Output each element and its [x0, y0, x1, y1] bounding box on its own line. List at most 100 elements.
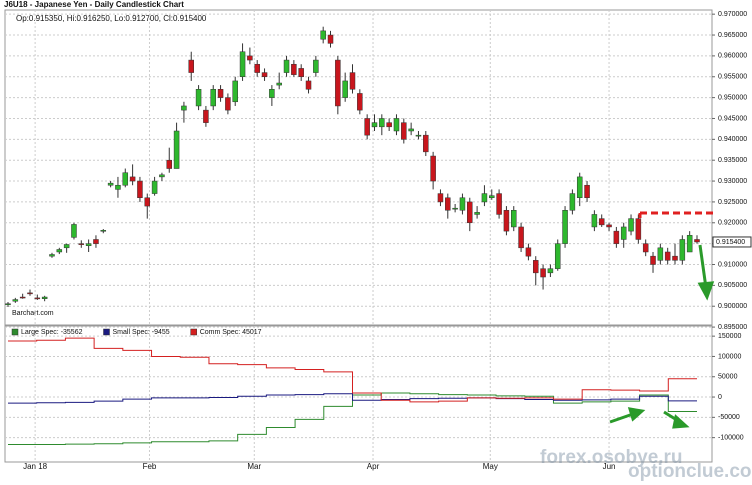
candle-body [41, 296, 48, 299]
candle-body [144, 197, 151, 207]
legend-label: Comm Spec: 45017 [200, 329, 262, 336]
arrows [609, 244, 715, 429]
candle-body [569, 193, 576, 211]
candle-body [598, 218, 605, 226]
candle-body [650, 255, 656, 265]
candle-body [203, 109, 209, 123]
candle-body [93, 239, 99, 244]
candle-body [628, 218, 634, 232]
candle-body [657, 247, 664, 261]
candle-body [686, 235, 693, 253]
x-tick-label: Jun [603, 462, 616, 471]
y-tick-label: 100000 [718, 353, 741, 360]
legend-label: Small Spec: -9455 [113, 329, 170, 336]
x-tick-label: Jan 18 [23, 462, 48, 471]
y-tick-label: 0.910000 [718, 261, 747, 268]
chart-title: J6U18 - Japanese Yen - Daily Candlestick… [4, 0, 184, 9]
source: Barchart.com [12, 310, 54, 317]
candle-body [151, 180, 158, 194]
candle-body [525, 247, 532, 257]
y-tick-label: 0.920000 [718, 220, 747, 227]
y-tick-label: 50000 [718, 374, 738, 381]
candle-body [584, 184, 590, 198]
candle-body [423, 134, 429, 153]
candle-body [386, 122, 392, 128]
arrow-head [697, 281, 715, 301]
y-tick-label: 0.935000 [718, 157, 747, 164]
candle-body [85, 243, 92, 246]
y-tick-label: 0.955000 [718, 74, 747, 81]
candle-body [137, 180, 143, 198]
arrow [609, 412, 634, 424]
candle-body [239, 51, 246, 78]
candle-body [613, 230, 620, 244]
price-frame [4, 9, 713, 326]
y-tick-label: 0.965000 [718, 32, 747, 39]
legend-swatch [190, 328, 197, 336]
candle-body [327, 34, 334, 44]
candle-body [107, 182, 114, 186]
candle-body [452, 207, 458, 210]
candle-body [247, 55, 253, 61]
candle-body [357, 93, 363, 111]
candle-body [445, 197, 451, 211]
candle-body [63, 244, 70, 249]
candle-body [518, 226, 524, 249]
y-tick-label: 0.930000 [718, 178, 747, 185]
watermark: forex.osobye.ru [540, 447, 683, 468]
candle-body [349, 72, 356, 90]
candle-body [364, 118, 370, 136]
candle-body [129, 176, 136, 182]
watermark: optionclue.com [628, 461, 752, 482]
cot-frame [4, 325, 713, 463]
candle-body [415, 134, 422, 137]
candle-body [635, 218, 642, 240]
candle-body [554, 243, 561, 269]
candle-body [100, 230, 107, 232]
y-tick-label: 0.945000 [718, 115, 747, 122]
candle-body [459, 197, 466, 211]
candle-body [5, 303, 11, 305]
candle-body [694, 239, 700, 243]
candle-body [496, 193, 502, 215]
candle-body [642, 243, 649, 253]
arrow [698, 244, 708, 289]
candle-body [313, 59, 319, 73]
candle-body [620, 226, 627, 240]
candle-body [379, 118, 385, 128]
candle-body [511, 210, 517, 228]
cot-line [8, 393, 697, 404]
candle-body [276, 82, 282, 86]
candle-body [19, 296, 26, 299]
candle-body [225, 97, 231, 111]
last-price-box [712, 236, 752, 248]
y-tick-label: 0.895000 [718, 324, 747, 331]
y-tick-label: 0 [718, 394, 722, 401]
y-tick-label: 0.905000 [718, 282, 747, 289]
legend-swatch [103, 328, 110, 336]
candle-body [371, 122, 378, 128]
candle-body [232, 80, 238, 103]
candle-body [210, 89, 216, 107]
y-tick-label: -100000 [718, 434, 744, 441]
candle-body [188, 59, 194, 73]
candle-body [254, 63, 260, 73]
candle-body [335, 59, 341, 107]
candle-body [481, 193, 488, 203]
candle-body [437, 193, 444, 203]
y-tick-label: 0.960000 [718, 53, 747, 60]
candle-body [122, 172, 129, 186]
candle-body [291, 63, 297, 75]
candle-body [474, 212, 480, 215]
candle-body [195, 89, 202, 107]
candle-body [261, 72, 268, 78]
legend-label: Large Spec: -35562 [21, 329, 83, 336]
candle-body [672, 255, 678, 261]
candle-body [401, 122, 407, 140]
y-tick-label: 150000 [718, 333, 741, 340]
candle-body [503, 210, 510, 232]
candle-body [320, 30, 326, 40]
candle-body [408, 128, 414, 132]
x-tick-label: Mar [247, 462, 261, 471]
